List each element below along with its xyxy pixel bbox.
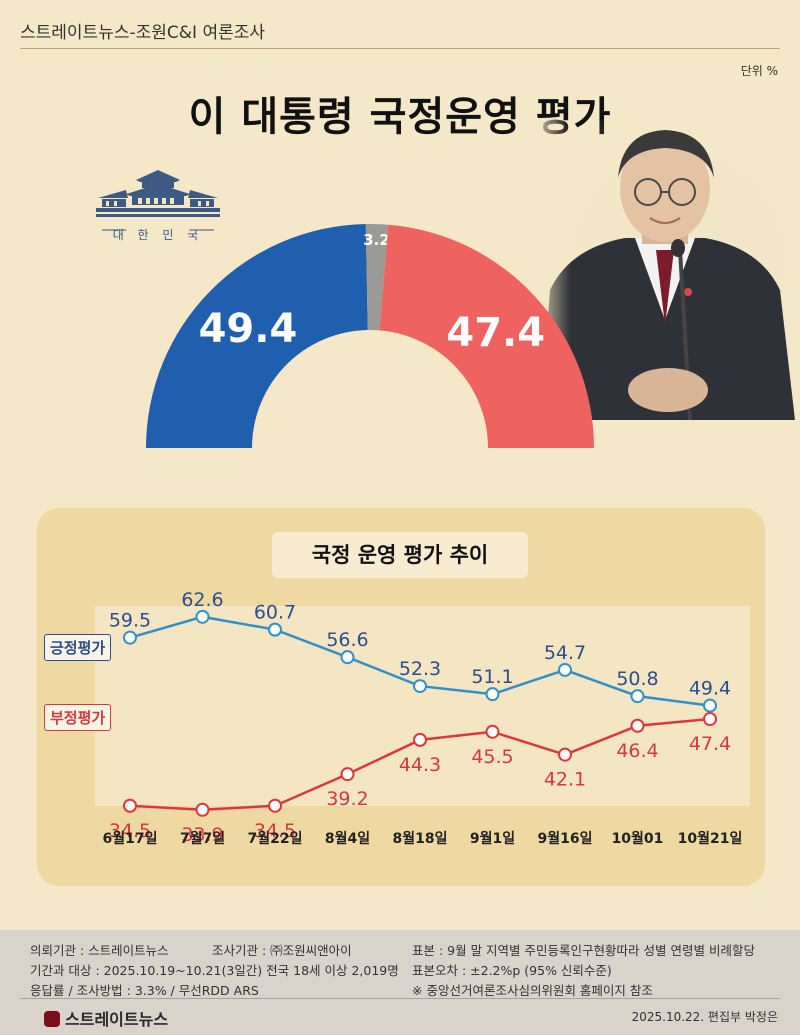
x-tick-label-1: 7월7일	[180, 830, 225, 847]
x-tick-label-3: 8월4일	[325, 830, 370, 847]
negative-value-label-1: 33.9	[181, 824, 223, 846]
header-divider	[20, 48, 780, 49]
positive-point-7	[630, 689, 645, 704]
positive-value-label-3: 56.6	[326, 629, 368, 651]
footer-divider	[20, 998, 780, 999]
footer-client: 의뢰기관 : 스트레이트뉴스	[30, 943, 169, 958]
legend-positive: 긍정평가	[44, 634, 112, 661]
footer-method: 응답률 / 조사방법 : 3.3% / 무선RDD ARS	[30, 983, 259, 998]
donut-slice-positive	[146, 224, 368, 448]
positive-value-label-4: 52.3	[399, 658, 441, 680]
x-tick-label-4: 8월18일	[393, 830, 448, 847]
donut-slice-negative	[379, 224, 594, 448]
positive-value-label-5: 51.1	[471, 666, 513, 688]
negative-point-8	[703, 712, 717, 727]
positive-value-label-2: 60.7	[254, 602, 296, 624]
negative-value-label-5: 45.5	[471, 746, 513, 768]
donut-slice-other-label: 3.2	[363, 231, 390, 249]
x-tick-label-7: 10월01	[612, 830, 664, 847]
positive-point-0	[123, 630, 137, 645]
x-tick-label-8: 10월21일	[678, 830, 743, 847]
donut-slice-negative-label: 47.4	[446, 310, 545, 356]
positive-point-8	[703, 698, 717, 713]
positive-point-6	[558, 662, 572, 677]
negative-point-0	[123, 798, 137, 813]
negative-point-1	[195, 802, 210, 817]
negative-point-2	[268, 798, 282, 813]
positive-value-label-7: 50.8	[616, 668, 658, 690]
positive-value-label-0: 59.5	[109, 610, 151, 632]
x-tick-label-2: 7월22일	[248, 830, 303, 847]
positive-value-label-6: 54.7	[544, 642, 586, 664]
positive-value-label-1: 62.6	[181, 589, 223, 611]
publisher-logo: 스트레이트뉴스	[44, 1006, 168, 1030]
x-tick-label-6: 9월16일	[538, 830, 593, 847]
approval-semi-donut-chart: 49.4 3.2 47.4	[146, 224, 594, 448]
emblem-caption: 대 한 민 국	[112, 228, 204, 242]
footer-credit: 2025.10.22. 편집부 박정은	[631, 1010, 778, 1024]
president-photo	[530, 120, 800, 420]
x-tick-label-5: 9월1일	[470, 830, 515, 847]
footer-sample: 표본 : 9월 말 지역별 주민등록인구현황따라 성별 연령별 비례할당	[412, 943, 755, 958]
donut-slice-positive-label: 49.4	[199, 306, 298, 352]
positive-point-3	[340, 650, 355, 665]
footer-period: 기간과 대상 : 2025.10.19~10.21(3일간) 전국 18세 이상…	[30, 963, 399, 978]
negative-point-5	[485, 724, 500, 739]
legend-negative: 부정평가	[44, 704, 112, 731]
negative-value-label-3: 39.2	[326, 788, 368, 810]
positive-point-5	[485, 687, 500, 702]
negative-point-7	[630, 718, 645, 733]
survey-info-footer	[0, 930, 800, 1035]
negative-value-label-0: 34.5	[109, 820, 151, 842]
positive-point-1	[195, 609, 210, 624]
negative-value-label-6: 42.1	[544, 769, 586, 791]
negative-point-6	[558, 747, 572, 762]
publisher-logo-text: 스트레이트뉴스	[65, 1010, 169, 1029]
negative-point-3	[340, 767, 355, 782]
presidential-office-emblem	[96, 170, 220, 231]
publisher-logo-icon	[44, 1011, 60, 1027]
footer-note: ※ 중앙선거여론조사심의위원회 홈페이지 참조	[412, 983, 653, 998]
positive-value-label-8: 49.4	[689, 678, 731, 700]
negative-value-label-7: 46.4	[616, 740, 658, 762]
footer-error: 표본오차 : ±2.2%p (95% 신뢰수준)	[412, 963, 612, 978]
trend-plot-area	[95, 606, 750, 806]
negative-value-label-8: 47.4	[689, 733, 731, 755]
footer-agency: 조사기관 : ㈜조원씨앤아이	[212, 943, 352, 958]
negative-value-label-2: 34.5	[254, 820, 296, 842]
positive-point-4	[413, 679, 427, 694]
x-tick-label-0: 6월17일	[103, 830, 158, 847]
negative-value-label-4: 44.3	[399, 754, 441, 776]
unit-label: 단위 %	[740, 64, 778, 78]
donut-slice-other	[365, 224, 389, 331]
survey-source: 스트레이트뉴스-조원C&I 여론조사	[20, 23, 265, 43]
trend-chart-title: 국정 운영 평가 추이	[311, 543, 489, 567]
trend-title-box	[272, 532, 528, 578]
positive-point-2	[268, 622, 282, 637]
negative-point-4	[413, 732, 427, 747]
